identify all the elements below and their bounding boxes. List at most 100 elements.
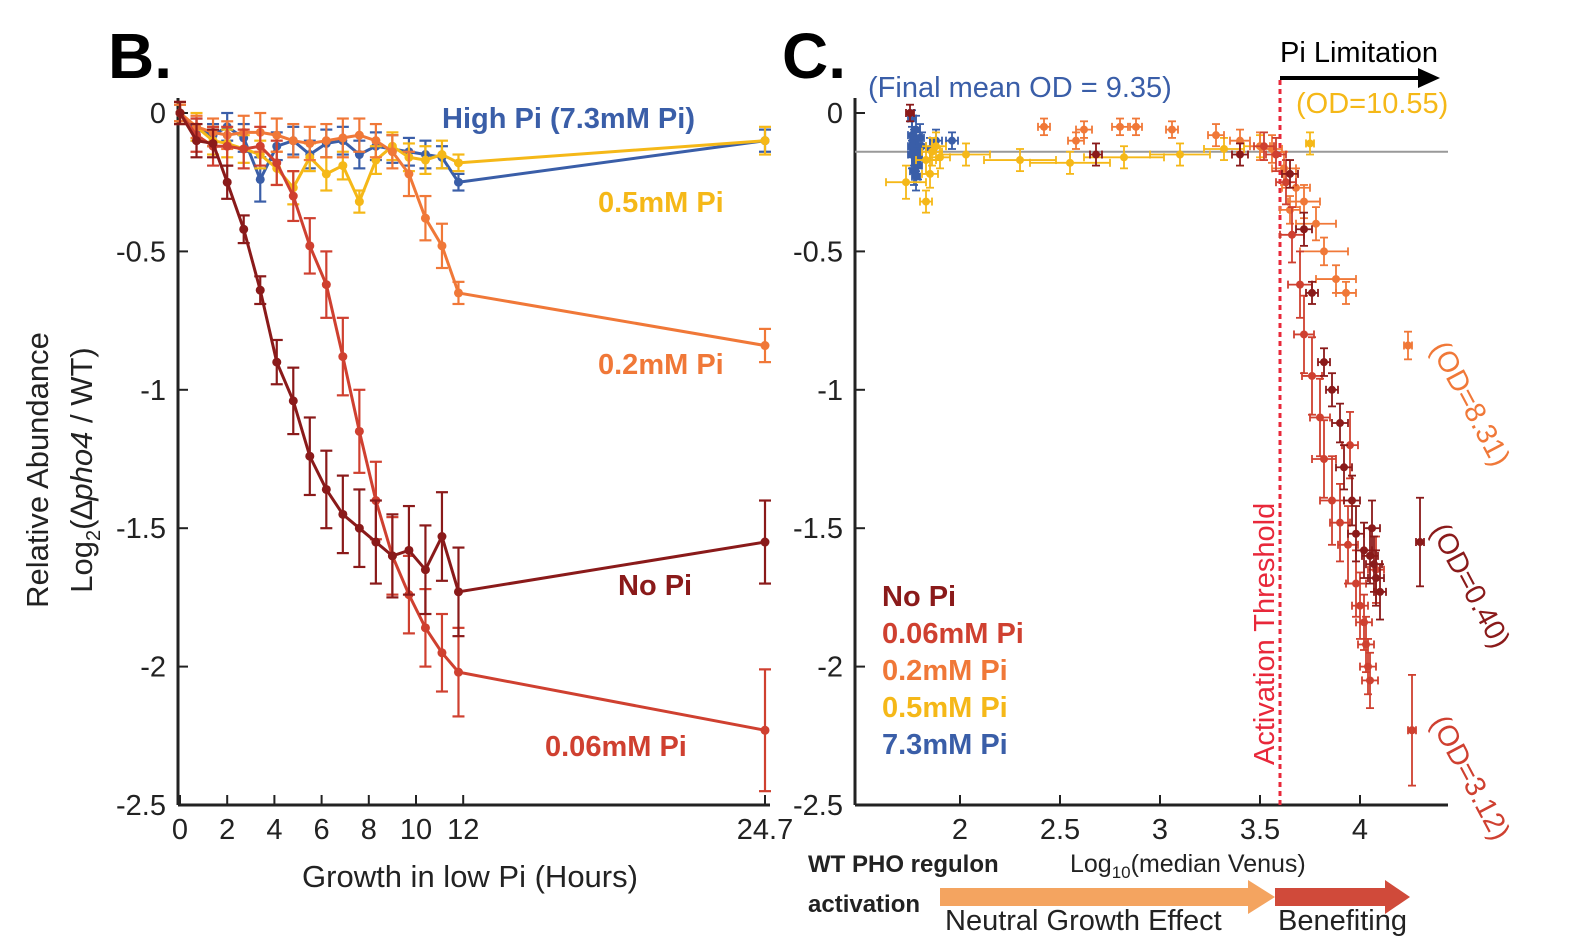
b-data-point <box>420 623 430 633</box>
c-data-point <box>1376 587 1384 596</box>
c-data-point <box>1320 455 1328 463</box>
b-data-point <box>175 108 185 118</box>
b-data-point <box>354 197 364 207</box>
c-data-point <box>1312 219 1320 228</box>
panel-b-ylabel: Relative Abundance Log2(∆pho4 / WT) <box>20 332 105 608</box>
c-data-point <box>948 136 956 145</box>
c-data-point <box>1308 288 1316 297</box>
c-data-point <box>1120 153 1128 162</box>
c-data-point <box>1040 122 1048 131</box>
legend-73mm: 7.3mM Pi <box>882 729 1008 761</box>
panel-b-chart: 0-0.5-1-1.5-2-2.50 2 4 6 8 10 12 24.7 <box>116 98 793 846</box>
c-data-point <box>1300 225 1308 234</box>
label-006mm: 0.06mM Pi <box>545 731 687 763</box>
legend-02mm: 0.2mM Pi <box>882 655 1008 687</box>
c-data-point <box>1292 183 1300 192</box>
c-data-point <box>1416 538 1424 547</box>
regulon-label-line2: activation <box>808 891 920 918</box>
b-data-point <box>420 155 430 165</box>
c-data-point <box>1346 441 1354 450</box>
b-data-point <box>321 280 331 290</box>
panel-c-chart: 0 -0.5 -1 -1.5 -2 -2.5 2 2.5 3 3.5 4 <box>793 80 1448 846</box>
b-data-point <box>437 648 447 658</box>
c-data-point <box>1092 150 1100 159</box>
c-data-point <box>1016 156 1024 165</box>
b-data-point <box>371 136 381 146</box>
b-data-point <box>338 352 348 362</box>
b-data-point <box>453 177 463 187</box>
label-02mm: 0.2mM Pi <box>598 349 724 381</box>
threshold-label: Activation Threshold <box>1249 503 1281 765</box>
b-data-point <box>272 357 282 367</box>
c-data-point <box>936 153 944 162</box>
b-data-point <box>760 537 770 547</box>
legend-006mm: 0.06mM Pi <box>882 618 1024 650</box>
b-series-no_pi <box>174 100 771 638</box>
b-data-point <box>272 130 282 140</box>
c-data-point <box>922 156 930 165</box>
c-data-point <box>1332 275 1340 284</box>
c-data-point <box>1282 178 1290 187</box>
c-data-point <box>1328 385 1336 394</box>
c-data-point <box>1066 158 1074 167</box>
b-data-point <box>760 136 770 146</box>
b-data-point <box>387 551 397 561</box>
b-data-point <box>338 133 348 143</box>
b-x-tick-label: 12 <box>447 814 479 846</box>
c-y-tick-label: -1 <box>817 375 843 407</box>
panel-c-xlabel: Log10(median Venus) <box>1070 850 1306 882</box>
b-data-point <box>305 451 315 461</box>
legend-no-pi: No Pi <box>882 581 956 613</box>
panel-b-label: B. <box>108 20 172 92</box>
panel-b-ylabel-line1: Relative Abundance <box>20 332 55 608</box>
pi-limitation-label: Pi Limitation <box>1280 37 1438 69</box>
annotation-od-040: (OD=0.40) <box>1424 518 1516 653</box>
c-data-point <box>1336 518 1344 527</box>
annotation-od-1055: (OD=10.55) <box>1296 88 1448 120</box>
c-data-point <box>922 197 930 206</box>
c-series-p006 <box>1253 131 1417 787</box>
c-data-point <box>962 150 970 159</box>
b-data-point <box>760 341 770 351</box>
b-x-tick-label: 10 <box>400 814 432 846</box>
b-data-point <box>371 537 381 547</box>
c-data-point <box>1356 601 1364 610</box>
b-data-point <box>404 545 414 555</box>
b-data-point <box>387 147 397 157</box>
c-data-point <box>1340 463 1348 472</box>
b-data-point <box>255 141 265 151</box>
c-data-point <box>906 109 914 117</box>
b-x-tick-label: 4 <box>266 814 282 846</box>
label-no-pi: No Pi <box>618 570 692 602</box>
b-data-point <box>338 509 348 519</box>
b-data-point <box>321 484 331 494</box>
b-data-point <box>338 161 348 171</box>
c-data-point <box>1352 579 1360 588</box>
c-data-point <box>1132 122 1140 131</box>
b-data-point <box>288 191 298 201</box>
c-data-point <box>1342 288 1350 297</box>
b-y-tick-label: -1 <box>140 375 166 407</box>
c-data-point <box>1236 150 1244 159</box>
b-data-point <box>760 725 770 735</box>
b-y-tick-label: -0.5 <box>116 236 166 268</box>
c-data-point <box>1300 330 1308 339</box>
c-data-point <box>1116 122 1124 131</box>
b-x-tick-label: 2 <box>219 814 235 846</box>
c-data-point <box>1168 125 1176 134</box>
b-data-point <box>255 285 265 295</box>
b-data-point <box>239 144 249 154</box>
b-data-point <box>354 426 364 436</box>
label-high-pi: High Pi (7.3mM Pi) <box>442 103 695 135</box>
c-data-point <box>1372 574 1380 583</box>
b-data-point <box>437 532 447 542</box>
c-data-point <box>1404 341 1412 350</box>
b-data-point <box>453 158 463 168</box>
c-data-point <box>1272 150 1280 159</box>
b-data-point <box>288 136 298 146</box>
b-data-point <box>453 587 463 597</box>
c-data-point <box>1286 169 1294 178</box>
c-data-point <box>1320 358 1328 367</box>
b-data-point <box>354 130 364 140</box>
b-data-point <box>239 224 249 234</box>
